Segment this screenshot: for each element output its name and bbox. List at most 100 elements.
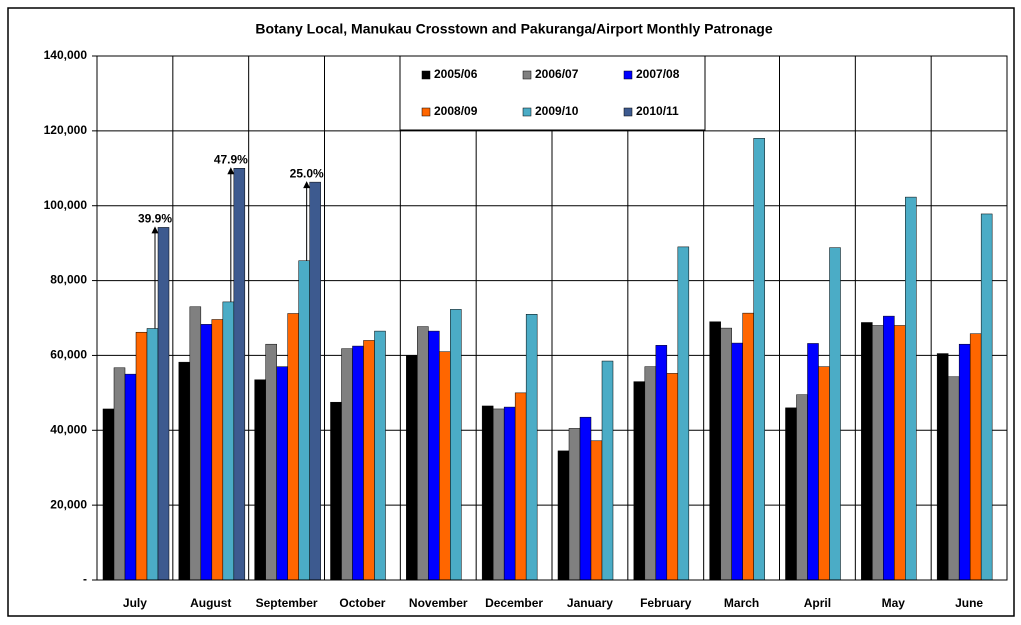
bar xyxy=(655,345,668,581)
arrow-head xyxy=(151,226,159,234)
bar xyxy=(742,312,754,581)
bar xyxy=(807,343,819,581)
bar xyxy=(557,450,570,581)
bar xyxy=(157,227,170,581)
arrow-head xyxy=(303,181,311,189)
bar xyxy=(481,405,494,581)
x-tick-label: September xyxy=(256,596,318,610)
bar xyxy=(731,342,743,581)
bar xyxy=(633,381,646,581)
bar xyxy=(503,406,516,581)
x-tick-label: June xyxy=(955,596,983,610)
bar xyxy=(905,196,917,581)
bar xyxy=(135,331,148,581)
bar xyxy=(525,314,538,581)
legend-label: 2006/07 xyxy=(535,67,579,81)
bar xyxy=(406,355,418,581)
bar xyxy=(492,408,505,581)
annotation-label: 39.9% xyxy=(138,212,172,226)
x-tick-label: May xyxy=(882,596,906,610)
bar xyxy=(568,428,581,581)
bar xyxy=(233,168,246,581)
y-tick-label: 140,000 xyxy=(44,48,88,62)
bar xyxy=(417,326,429,581)
bar xyxy=(146,328,159,581)
bar xyxy=(200,324,213,581)
y-tick-label: 20,000 xyxy=(50,497,87,511)
y-tick-label: - xyxy=(83,572,87,586)
legend-swatch xyxy=(623,70,633,80)
bar xyxy=(298,260,310,581)
bar xyxy=(753,138,765,581)
bar xyxy=(980,213,993,581)
legend-label: 2008/09 xyxy=(434,104,478,118)
x-tick-label: April xyxy=(804,596,831,610)
bar xyxy=(818,366,830,581)
y-tick-label: 40,000 xyxy=(50,422,87,436)
x-tick-label: October xyxy=(339,596,385,610)
bar xyxy=(287,313,299,581)
bar xyxy=(309,181,321,581)
bar xyxy=(709,321,721,581)
bar xyxy=(352,345,364,581)
bar xyxy=(254,379,266,581)
x-tick-label: July xyxy=(123,596,147,610)
x-tick-label: February xyxy=(640,596,692,610)
bar xyxy=(514,392,527,581)
legend-swatch xyxy=(421,70,431,80)
bar xyxy=(178,361,191,581)
bar xyxy=(579,416,592,581)
annotation-label: 47.9% xyxy=(214,152,248,166)
x-tick-label: August xyxy=(190,596,231,610)
legend-swatch xyxy=(522,70,532,80)
legend-swatch xyxy=(623,107,633,117)
bar xyxy=(450,309,462,581)
bar xyxy=(363,340,375,581)
legend-swatch xyxy=(421,107,431,117)
x-tick-label: November xyxy=(409,596,468,610)
bar xyxy=(601,360,614,581)
y-tick-label: 60,000 xyxy=(50,348,87,362)
bar xyxy=(861,322,873,581)
bar xyxy=(785,407,797,581)
bar xyxy=(374,330,386,581)
bar xyxy=(102,408,115,581)
bar xyxy=(894,325,906,581)
bar xyxy=(969,333,982,581)
bar xyxy=(958,343,971,581)
annotation-label: 25.0% xyxy=(290,166,324,180)
x-tick-label: January xyxy=(567,596,613,610)
legend-box xyxy=(399,55,706,131)
legend-swatch xyxy=(522,107,532,117)
x-tick-label: December xyxy=(485,596,543,610)
bar xyxy=(590,440,603,581)
bar xyxy=(330,401,342,581)
bar xyxy=(276,366,288,581)
bar xyxy=(829,247,841,581)
bar xyxy=(341,348,353,581)
x-tick-label: March xyxy=(724,596,759,610)
bar xyxy=(872,325,884,581)
bar xyxy=(936,353,949,581)
arrow-head xyxy=(227,167,235,175)
legend-label: 2010/11 xyxy=(636,104,679,118)
bar xyxy=(211,319,224,581)
legend-label: 2009/10 xyxy=(535,104,579,118)
y-tick-label: 120,000 xyxy=(44,123,88,137)
bar xyxy=(666,373,679,581)
bar xyxy=(439,351,451,581)
bar xyxy=(720,327,732,581)
bar xyxy=(113,367,126,581)
bar xyxy=(222,301,235,581)
bar xyxy=(883,315,895,581)
y-tick-label: 100,000 xyxy=(44,198,88,212)
bar xyxy=(677,246,690,581)
bar xyxy=(189,306,202,581)
bar xyxy=(644,366,657,581)
legend-label: 2005/06 xyxy=(434,67,478,81)
bar xyxy=(428,330,440,581)
y-tick-label: 80,000 xyxy=(50,273,87,287)
bar xyxy=(947,376,960,581)
bar xyxy=(265,343,277,581)
